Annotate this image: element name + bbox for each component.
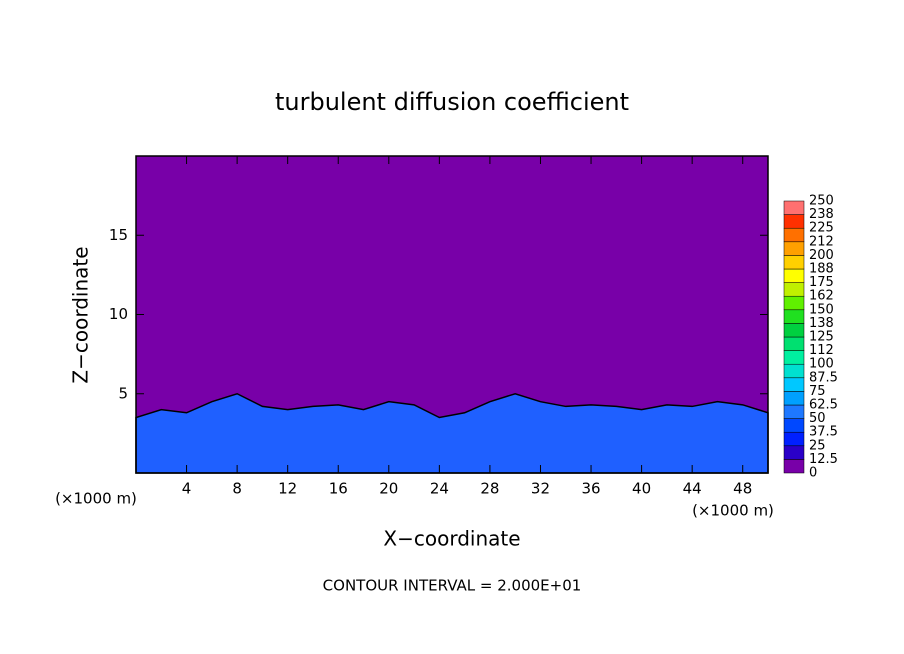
colorbar-box (783, 336, 805, 351)
colorbar-label: 175 (809, 275, 834, 290)
colorbar-box (783, 282, 805, 297)
colorbar-box (783, 459, 805, 474)
colorbar-label: 125 (809, 330, 834, 345)
colorbar-label: 212 (809, 234, 834, 249)
colorbar-label: 50 (809, 411, 826, 426)
colorbar-box (783, 391, 805, 406)
colorbar-label: 250 (809, 194, 834, 209)
colorbar-label: 100 (809, 357, 834, 372)
colorbar-box (783, 323, 805, 338)
colorbar-label: 225 (809, 221, 834, 236)
colorbar-label: 62.5 (809, 398, 838, 413)
x-tick-label: 20 (379, 480, 398, 498)
x-tick-label: 40 (632, 480, 651, 498)
colorbar-box (783, 227, 805, 243)
x-tick-label: 32 (531, 480, 550, 498)
x-tick-label: 44 (683, 480, 702, 498)
x-tick-label: 4 (182, 480, 192, 498)
colorbar-label: 162 (809, 289, 834, 304)
x-tick-label: 24 (430, 480, 449, 498)
x-unit: (×1000 m) (55, 490, 137, 508)
colorbar-box (783, 377, 805, 392)
colorbar-box (783, 241, 805, 256)
x-axis-label: X−coordinate (383, 527, 520, 551)
x-unit: (×1000 m) (692, 502, 774, 520)
colorbar-box (783, 309, 805, 324)
y-tick-label: 5 (118, 384, 128, 402)
colorbar-box (783, 418, 805, 433)
x-tick-label: 28 (480, 480, 499, 498)
x-tick-label: 12 (278, 480, 297, 498)
chart-title: turbulent diffusion coefficient (275, 88, 629, 116)
colorbar-box (783, 431, 805, 447)
colorbar-box (783, 363, 805, 379)
colorbar-box (783, 255, 805, 270)
colorbar-box (783, 268, 805, 283)
footer: CONTOUR INTERVAL = 2.000E+01 (323, 577, 582, 595)
colorbar-box (783, 445, 805, 460)
x-tick-label: 48 (733, 480, 752, 498)
colorbar-label: 238 (809, 207, 834, 222)
x-tick-label: 16 (329, 480, 348, 498)
x-tick-label: 36 (581, 480, 600, 498)
colorbar-box (783, 200, 805, 215)
colorbar-label: 87.5 (809, 370, 838, 385)
colorbar-label: 138 (809, 316, 834, 331)
colorbar-box (783, 350, 805, 365)
colorbar-label: 112 (809, 343, 834, 358)
colorbar-label: 150 (809, 302, 834, 317)
colorbar-label: 200 (809, 248, 834, 263)
colorbar-label: 188 (809, 262, 834, 277)
colorbar-label: 37.5 (809, 425, 838, 440)
colorbar-box (783, 214, 805, 229)
y-tick-label: 10 (109, 305, 128, 323)
colorbar-label: 25 (809, 438, 826, 453)
colorbar-box (783, 404, 805, 419)
y-axis-label: Z−coordinate (69, 246, 93, 383)
colorbar-label: 12.5 (809, 452, 838, 467)
y-tick-label: 15 (109, 226, 128, 244)
x-tick-label: 8 (232, 480, 242, 498)
colorbar-label: 0 (809, 466, 817, 481)
colorbar-box (783, 295, 805, 311)
turbulent-layer (135, 392, 769, 474)
colorbar-label: 75 (809, 384, 826, 399)
